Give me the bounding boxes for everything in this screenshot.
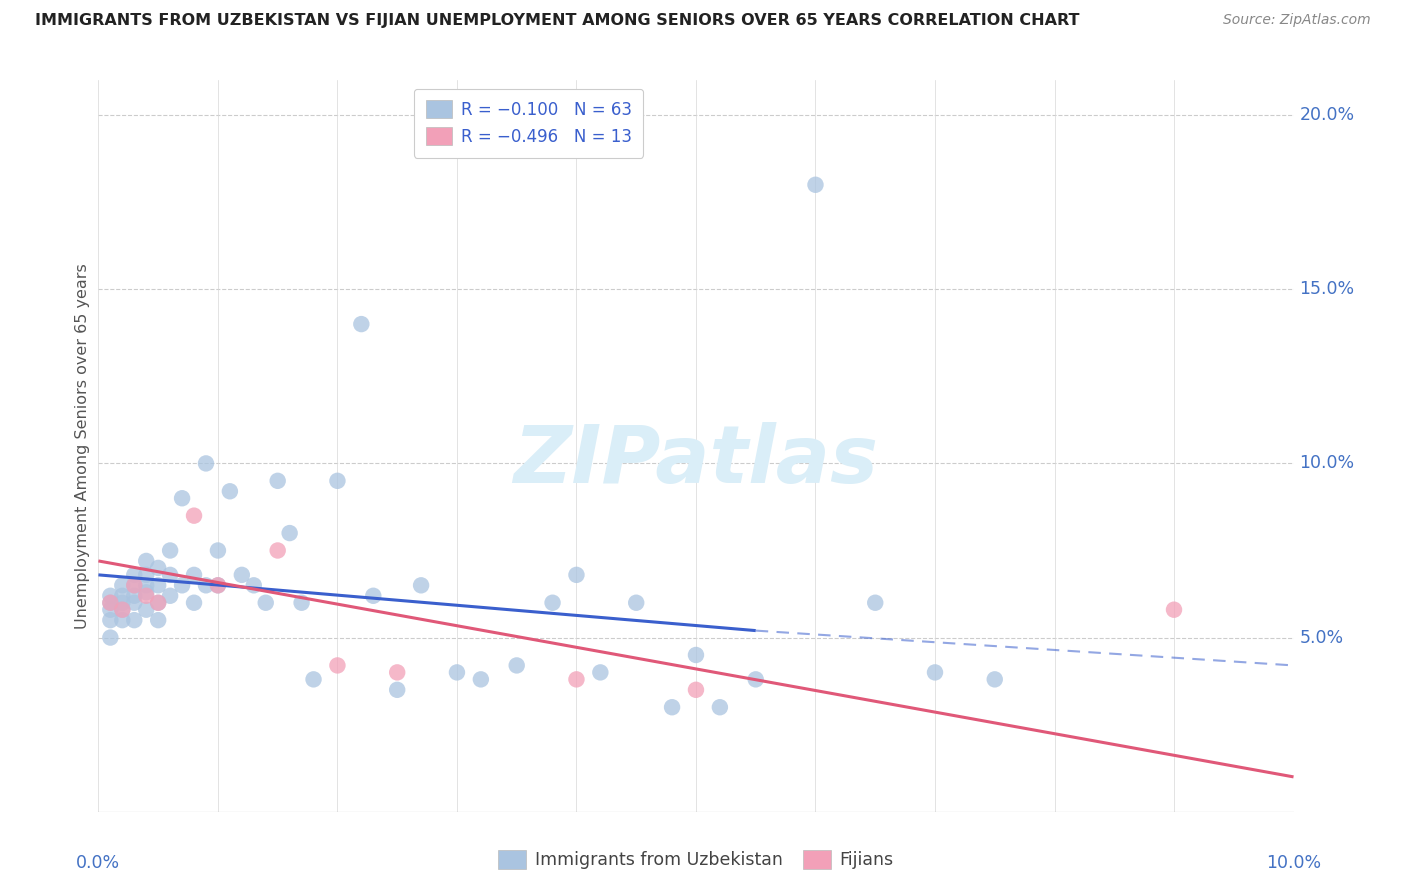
Point [1163,603,1185,617]
Point [124,578,146,592]
Point [98,589,122,603]
Point [111,603,134,617]
Point [219,484,242,499]
Point [148,578,170,592]
Legend: Immigrants from Uzbekistan, Fijians: Immigrants from Uzbekistan, Fijians [491,843,901,876]
Point [172,491,194,506]
Text: IMMIGRANTS FROM UZBEKISTAN VS FIJIAN UNEMPLOYMENT AMONG SENIORS OVER 65 YEARS CO: IMMIGRANTS FROM UZBEKISTAN VS FIJIAN UNE… [35,13,1080,29]
Text: 5.0%: 5.0% [1299,629,1344,647]
Point [207,578,229,592]
Text: 15.0%: 15.0% [1299,280,1354,298]
Point [207,578,229,592]
Point [267,543,290,558]
Point [194,578,218,592]
Point [589,665,612,680]
Text: 10.0%: 10.0% [1299,454,1354,473]
Point [98,596,122,610]
Point [207,543,229,558]
Point [278,526,301,541]
Point [326,658,349,673]
Point [124,567,146,582]
Point [243,578,266,592]
Text: 10.0%: 10.0% [1265,854,1322,871]
Point [194,457,218,471]
Point [98,596,122,610]
Point [148,561,170,575]
Point [506,658,529,673]
Point [148,596,170,610]
Point [172,578,194,592]
Text: 20.0%: 20.0% [1299,106,1354,124]
Point [159,589,181,603]
Point [148,596,170,610]
Point [111,578,134,592]
Text: Source: ZipAtlas.com: Source: ZipAtlas.com [1223,13,1371,28]
Point [98,613,122,627]
Point [661,700,683,714]
Point [804,178,827,192]
Point [183,596,205,610]
Point [183,567,205,582]
Point [159,543,181,558]
Point [290,596,312,610]
Point [385,682,409,697]
Point [624,596,647,610]
Point [111,589,134,603]
Point [135,603,157,617]
Point [135,585,157,599]
Y-axis label: Unemployment Among Seniors over 65 years: Unemployment Among Seniors over 65 years [75,263,90,629]
Point [254,596,277,610]
Point [124,578,146,592]
Point [183,508,205,523]
Point [135,567,157,582]
Point [565,567,588,582]
Point [363,589,385,603]
Point [745,673,768,687]
Point [411,578,433,592]
Point [565,673,588,687]
Point [231,567,253,582]
Point [135,554,157,568]
Point [302,673,325,687]
Point [685,682,707,697]
Point [865,596,887,610]
Point [350,317,373,331]
Point [124,613,146,627]
Point [159,567,181,582]
Point [385,665,409,680]
Point [111,613,134,627]
Point [148,613,170,627]
Point [267,474,290,488]
Point [924,665,946,680]
Point [98,631,122,645]
Point [446,665,468,680]
Point [135,589,157,603]
Text: ZIPatlas: ZIPatlas [513,422,879,500]
Point [124,589,146,603]
Point [685,648,707,662]
Text: 0.0%: 0.0% [76,854,121,871]
Point [124,596,146,610]
Point [709,700,731,714]
Point [541,596,564,610]
Point [326,474,349,488]
Point [98,603,122,617]
Point [135,578,157,592]
Point [983,673,1005,687]
Point [111,596,134,610]
Point [111,603,134,617]
Point [470,673,492,687]
